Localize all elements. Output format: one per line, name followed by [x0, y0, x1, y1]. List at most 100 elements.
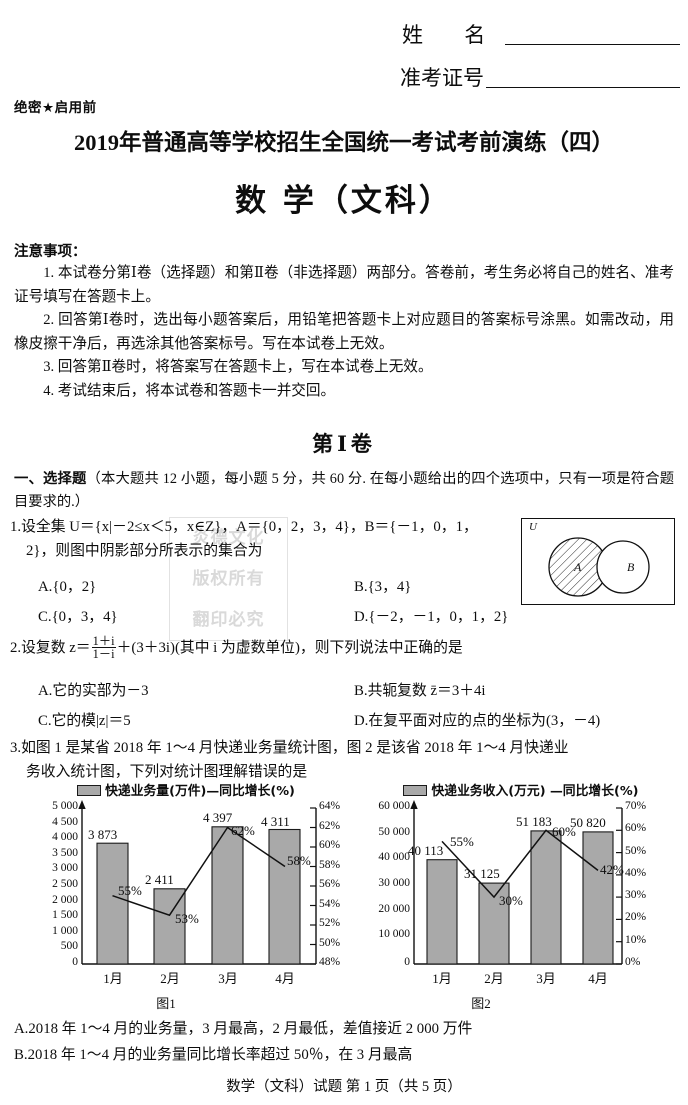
chart-2-plot: 60 000 50 000 40 000 30 000 20 000 10 00… — [354, 798, 688, 990]
opt-key: D. — [354, 609, 369, 625]
chart-1-ytick-0: 5 000 — [52, 800, 78, 812]
chart-1-y2tick-2: 60% — [319, 839, 341, 851]
question-1-option-d[interactable]: D.{－2，－1，0，1，2} — [354, 602, 680, 632]
chart-1-xtick-2: 3月 — [218, 971, 238, 986]
chart-1-bar-label-2: 4 397 — [203, 810, 233, 825]
chart-1-y2tick-0: 64% — [319, 800, 341, 812]
chart-2-y2tick-4: 30% — [625, 889, 647, 902]
ticket-label: 准考证号 — [400, 66, 484, 90]
opt-text: 它的实部为－3 — [52, 683, 149, 699]
chart-1-ytick-1: 4 500 — [52, 815, 78, 828]
subject-title: 数 学（文科） — [235, 183, 453, 219]
question-2-option-b[interactable]: B.共轭复数 z̄＝3＋4i — [354, 676, 680, 706]
opt-key: C. — [38, 609, 52, 625]
venn-svg: A B — [548, 537, 650, 597]
chart-1-xtick-1: 2月 — [160, 971, 180, 986]
chart-2-legend-label: 快递业务收入(万元) —同比增长(%) — [431, 784, 639, 799]
opt-text: {0，3，4} — [51, 609, 118, 625]
section-part-label: 一、选择题 — [14, 471, 87, 487]
ticket-input-line[interactable] — [486, 65, 680, 88]
question-2-stem-post: ＋(3＋3i)(其中 i 为虚数单位)，则下列说法中正确的是 — [116, 640, 463, 656]
question-3: 3.如图 1 是某省 2018 年 1～4 月快递业务量统计图，图 2 是该省 … — [10, 736, 680, 784]
chart-1-ytick-3: 3 500 — [52, 846, 78, 859]
opt-key: B. — [14, 1047, 28, 1063]
chart-1-ytick-8: 1 000 — [52, 924, 78, 937]
name-label: 姓 名 — [402, 23, 504, 47]
opt-text: 2018 年 1～4 月的业务量，3 月最高，2 月最低，差值接近 2 000 … — [28, 1021, 473, 1037]
complex-fraction: 1＋i 1－i — [91, 634, 116, 660]
question-1-option-c[interactable]: C.{0，3，4} — [10, 602, 354, 632]
question-3-option-a[interactable]: A.2018 年 1～4 月的业务量，3 月最高，2 月最低，差值接近 2 00… — [14, 1016, 684, 1042]
chart-2-y2tick-3: 40% — [625, 866, 647, 879]
opt-text: 在复平面对应的点的坐标为(3，－4) — [368, 713, 601, 729]
question-2-options: A.它的实部为－3 B.共轭复数 z̄＝3＋4i C.它的模|z|＝5 D.在复… — [10, 676, 680, 736]
notice-item-3: 3. 回答第Ⅱ卷时，将答案写在答题卡上，写在本试卷上无效。 — [43, 359, 433, 375]
venn-set-b-label: B — [627, 560, 635, 574]
name-input-line[interactable] — [505, 22, 680, 45]
venn-set-a-label: A — [573, 560, 582, 574]
question-2-stem-pre: 设复数 z＝ — [21, 640, 91, 656]
question-1-option-b[interactable]: B.{3，4} — [354, 572, 680, 602]
chart-2-ytick-4: 20 000 — [378, 902, 410, 915]
notice-item-2: 2. 回答第Ⅰ卷时，选出每小题答案后，用铅笔把答题卡上对应题目的答案标号涂黑。如… — [14, 312, 674, 352]
question-2-option-a[interactable]: A.它的实部为－3 — [10, 676, 354, 706]
chart-2-y2tick-2: 50% — [625, 844, 647, 857]
chart-2-ytick-1: 50 000 — [378, 825, 410, 838]
chart-1-y2tick-4: 56% — [319, 878, 341, 890]
chart-1-y2tick-3: 58% — [319, 858, 341, 871]
juan-title: 第Ⅰ卷 — [312, 432, 376, 456]
question-2-option-c[interactable]: C.它的模|z|＝5 — [10, 706, 354, 736]
chart-1-bar-label-0: 3 873 — [88, 827, 118, 842]
chart-2-bar-label-0: 40 113 — [408, 843, 444, 858]
chart-1-y2tick-6: 52% — [319, 917, 341, 929]
opt-key: A. — [38, 683, 53, 699]
chart-2-y2tick-0: 70% — [625, 800, 647, 812]
chart-2-legend: 快递业务收入(万元) —同比增长(%) — [354, 780, 688, 799]
chart-1-y2tick-1: 62% — [319, 819, 341, 832]
chart-1-xtick-0: 1月 — [103, 971, 123, 986]
ticket-row: 准考证号 — [400, 49, 680, 92]
student-id-block: 姓 名 准考证号 — [400, 6, 680, 92]
chart-2-ytick-0: 60 000 — [378, 800, 410, 812]
chart-2-point-label-2: 60% — [552, 824, 576, 839]
exam-title: 2019年普通高等学校招生全国统一考试考前演练（四） — [73, 130, 614, 155]
question-1: 1.设全集 U＝{x|－2≤x＜5，x∈Z}，A＝{0，2，3，4}，B＝{－1… — [10, 515, 520, 563]
question-3-option-b[interactable]: B.2018 年 1～4 月的业务量同比增长率超过 50％，在 3 月最高 — [14, 1042, 684, 1068]
notice-item-4: 4. 考试结束后，将本试卷和答题卡一并交回。 — [43, 382, 336, 399]
question-1-option-a[interactable]: A.{0，2} — [10, 572, 354, 602]
chart-2-xtick-0: 1月 — [432, 971, 452, 986]
opt-text: {3，4} — [367, 579, 412, 595]
opt-key: C. — [38, 713, 52, 729]
chart-1-point-label-2: 62% — [231, 823, 255, 838]
chart-2-xtick-2: 3月 — [536, 971, 556, 986]
question-2-option-row-1: A.它的实部为－3 B.共轭复数 z̄＝3＋4i — [10, 676, 680, 706]
secret-notice: 绝密★启用前 — [14, 100, 97, 116]
opt-key: D. — [354, 713, 369, 729]
chart-2-bar-label-3: 50 820 — [570, 815, 606, 830]
question-2-option-d[interactable]: D.在复平面对应的点的坐标为(3，－4) — [354, 706, 680, 736]
chart-2-xtick-3: 4月 — [588, 971, 608, 986]
chart-1-y2tick-8: 48% — [319, 956, 341, 968]
chart-1-ytick-10: 0 — [72, 956, 78, 968]
chart-2-caption: 图2 — [471, 996, 491, 1011]
chart-1-point-label-3: 58% — [287, 853, 311, 868]
question-1-option-row-1: A.{0，2} B.{3，4} — [10, 572, 680, 602]
opt-text: 它的模|z|＝5 — [51, 713, 131, 729]
chart-1-legend: 快递业务量(万件)—同比增长(%) — [18, 780, 354, 799]
opt-text: 2018 年 1～4 月的业务量同比增长率超过 50％，在 3 月最高 — [27, 1047, 413, 1063]
question-3-text-2: 务收入统计图，下列对统计图理解错误的是 — [26, 764, 308, 780]
chart-2-ytick-3: 30 000 — [378, 877, 410, 889]
venn-diagram: U A B — [521, 518, 675, 605]
chart-1-ytick-5: 2 500 — [52, 878, 78, 890]
question-2-number: 2. — [10, 640, 22, 656]
chart-1-point-label-1: 53% — [175, 911, 199, 926]
fraction-numerator: 1＋i — [92, 634, 115, 649]
venn-universe-label: U — [529, 521, 537, 533]
chart-1-caption: 图1 — [156, 996, 176, 1011]
chart-2-point-label-0: 55% — [450, 834, 474, 849]
notice-heading: 注意事项： — [14, 244, 87, 260]
opt-key: B. — [354, 683, 368, 699]
opt-text: {0，2} — [52, 579, 97, 595]
legend-swatch-icon — [77, 785, 102, 796]
question-1-option-row-2: C.{0，3，4} D.{－2，－1，0，1，2} — [10, 602, 680, 632]
